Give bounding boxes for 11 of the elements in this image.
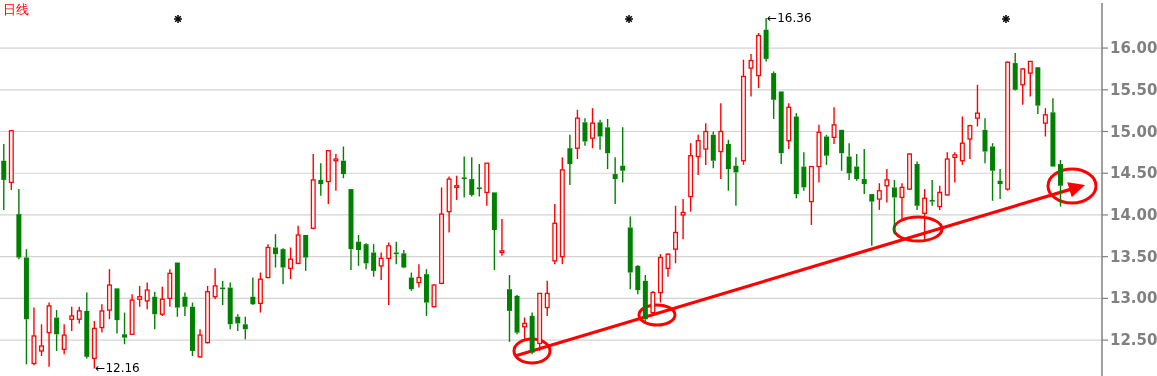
tick-label: 14.50 <box>1110 164 1157 183</box>
tick-label: 15.50 <box>1110 80 1157 99</box>
tick-label: 15.00 <box>1110 122 1157 141</box>
tick-label: 16.00 <box>1110 39 1157 58</box>
annotation: ←12.16 <box>95 361 140 376</box>
tick-label: 13.50 <box>1110 247 1157 266</box>
annotation: ←16.36 <box>767 11 812 25</box>
tick-label: 13.00 <box>1110 289 1157 308</box>
tick-label: 14.00 <box>1110 205 1157 224</box>
title: 日线 <box>3 2 29 17</box>
tick-label: 12.50 <box>1110 331 1157 350</box>
